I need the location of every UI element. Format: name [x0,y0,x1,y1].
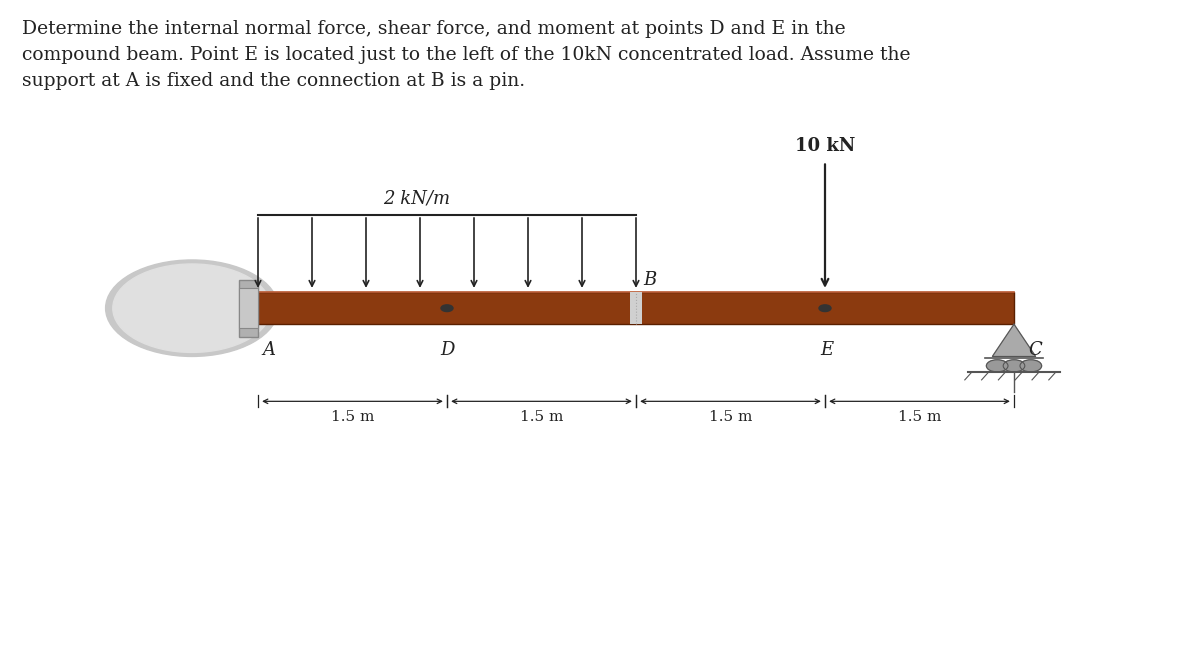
Bar [630,292,642,324]
Text: 1.5 m: 1.5 m [331,410,374,424]
Circle shape [1020,360,1042,372]
Text: 1.5 m: 1.5 m [709,410,752,424]
Text: C: C [1028,341,1042,359]
Text: Determine the internal normal force, shear force, and moment at points D and E i: Determine the internal normal force, she… [22,20,910,90]
Text: 1.5 m: 1.5 m [898,410,941,424]
Text: 2 kN/m: 2 kN/m [384,189,450,207]
Circle shape [106,260,278,356]
Text: 10 kN: 10 kN [794,137,856,155]
Circle shape [1003,360,1025,372]
Bar [239,288,258,328]
Bar [258,292,1014,324]
Circle shape [442,305,454,312]
Polygon shape [992,324,1036,356]
Text: E: E [821,341,833,359]
Circle shape [818,305,830,312]
Text: B: B [643,271,656,289]
Circle shape [986,360,1008,372]
Bar [239,280,258,336]
Text: D: D [440,341,454,359]
Circle shape [113,264,271,352]
Text: 1.5 m: 1.5 m [520,410,563,424]
Text: A: A [263,341,276,359]
